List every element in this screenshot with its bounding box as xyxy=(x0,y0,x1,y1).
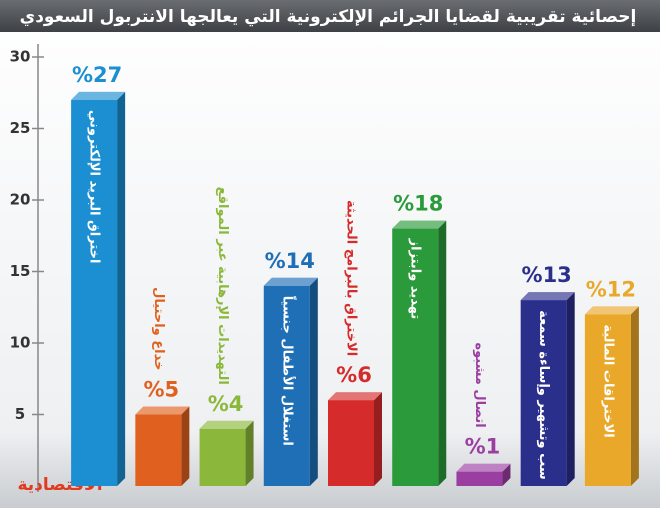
y-tick-label: 25 xyxy=(10,119,31,137)
category-label: سب وتشهير وإساءة سمعة xyxy=(536,310,551,480)
category-label: الاختراق بالبرامج الحديثة xyxy=(344,200,359,356)
category-label: تهديد وابتزاز xyxy=(408,238,423,320)
bar-side xyxy=(374,392,382,486)
category-label: اتصال مشبوه xyxy=(472,342,487,427)
value-label: %27 xyxy=(72,63,122,87)
bar-top-shade xyxy=(71,91,126,100)
chart-title: إحصائية تقريبية لقضايا الجرائم الإلكترون… xyxy=(20,7,637,27)
category-label: الاختراقات المالية xyxy=(600,324,615,437)
value-label: %18 xyxy=(393,192,443,216)
bar-side-shade xyxy=(245,420,254,486)
bar-top xyxy=(199,420,254,429)
bar xyxy=(456,471,503,486)
value-label: %14 xyxy=(265,249,315,273)
value-label: %12 xyxy=(586,277,636,301)
bar-side xyxy=(245,420,254,486)
bar-side-shade xyxy=(566,292,575,486)
bar-side xyxy=(566,292,575,486)
value-label: %5 xyxy=(144,378,180,402)
category-label: استغلال الأطفال جنسياً xyxy=(279,296,297,446)
bar-top-shade xyxy=(263,277,318,286)
bar xyxy=(584,314,631,486)
bar xyxy=(263,285,310,486)
bar-side xyxy=(630,306,639,486)
bar-top-shade xyxy=(584,306,639,315)
bar-side-shade xyxy=(374,392,382,486)
y-tick-label: 15 xyxy=(10,262,31,280)
bar-top xyxy=(456,463,511,472)
bar-top-shade xyxy=(135,406,190,415)
y-tick-label: 30 xyxy=(10,48,31,66)
bar xyxy=(392,228,439,486)
bar-top-shade xyxy=(328,392,382,401)
bar-side xyxy=(502,463,511,486)
title-bar xyxy=(0,0,660,32)
bar-top xyxy=(71,91,126,100)
bar-side xyxy=(117,91,126,487)
bar xyxy=(520,300,567,486)
category-label: التهديدات الإرهابية عبر المواقع xyxy=(215,187,230,385)
bar xyxy=(199,428,246,486)
bar-side xyxy=(309,277,318,486)
value-label: %13 xyxy=(522,263,572,287)
bar-top xyxy=(520,292,575,301)
bar xyxy=(135,414,182,486)
bar-side xyxy=(181,406,190,486)
y-tick-label: 10 xyxy=(10,334,31,352)
bar xyxy=(328,400,374,486)
y-tick-label: 20 xyxy=(10,191,31,209)
y-tick-label: 5 xyxy=(15,405,25,423)
bar-top xyxy=(584,306,639,315)
bar-side-shade xyxy=(117,91,126,487)
bar-side-shade xyxy=(502,463,511,486)
bar-top xyxy=(328,392,382,401)
value-label: %6 xyxy=(336,363,372,387)
bar-side-shade xyxy=(181,406,190,486)
bar-top xyxy=(392,220,447,229)
bar-side-shade xyxy=(438,220,447,486)
bar-top-shade xyxy=(520,292,575,301)
bar-top xyxy=(263,277,318,286)
bar xyxy=(71,99,118,487)
bar-top-shade xyxy=(392,220,447,229)
bar-side-shade xyxy=(309,277,318,486)
bar-top-shade xyxy=(456,463,511,472)
value-label: %4 xyxy=(208,392,244,416)
bar-top-shade xyxy=(199,420,254,429)
bar-side xyxy=(438,220,447,486)
bar-side-shade xyxy=(630,306,639,486)
category-label: خداع واحتيال xyxy=(151,287,166,370)
value-label: %1 xyxy=(465,435,501,459)
category-label: اختراق البريد الإلكتروني xyxy=(87,110,102,264)
bar-top xyxy=(135,406,190,415)
